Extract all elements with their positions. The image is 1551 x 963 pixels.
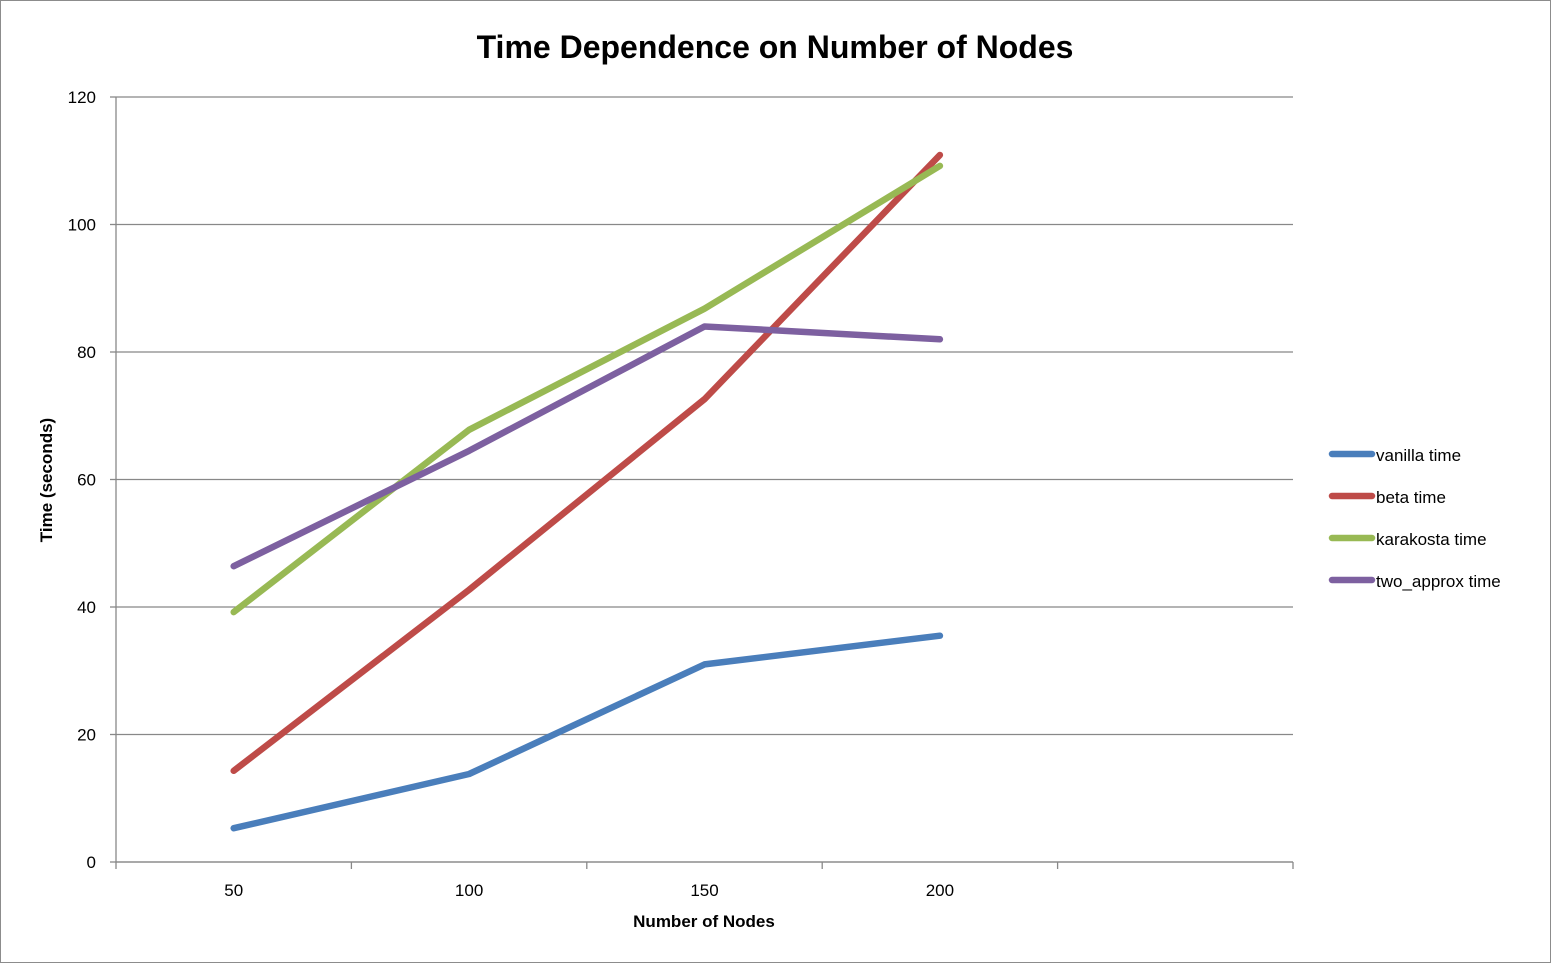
y-tick-label-20: 20 — [77, 726, 96, 745]
y-tick-label-40: 40 — [77, 598, 96, 617]
legend: vanilla time beta time karakosta time two_a… — [1328, 446, 1501, 591]
legend-label-karakosta-time: karakosta time — [1376, 530, 1487, 549]
x-axis-title: Number of Nodes — [633, 912, 775, 931]
x-tick-label-50: 50 — [224, 881, 243, 900]
series-line-karakosta-time — [230, 162, 944, 616]
axes: 0 20 40 60 80 100 120 50 100 150 200 — [68, 88, 1294, 900]
legend-label-two-approx-time: two_approx time — [1376, 572, 1501, 591]
chart-title: Time Dependence on Number of Nodes — [477, 29, 1074, 65]
gridlines — [116, 96, 1293, 863]
legend-label-beta-time: beta time — [1376, 488, 1446, 507]
series-lines — [230, 151, 944, 832]
series-line-two-approx-time — [230, 323, 944, 570]
x-tick-label-100: 100 — [455, 881, 483, 900]
series-line-beta-time — [230, 151, 944, 775]
x-tick-label-150: 150 — [690, 881, 718, 900]
y-tick-label-120: 120 — [68, 88, 96, 107]
y-tick-label-100: 100 — [68, 216, 96, 235]
y-tick-label-60: 60 — [77, 471, 96, 490]
series-line-vanilla-time — [230, 632, 944, 832]
legend-label-vanilla-time: vanilla time — [1376, 446, 1461, 465]
x-tick-label-200: 200 — [926, 881, 954, 900]
y-tick-label-0: 0 — [87, 853, 96, 872]
y-axis-title: Time (seconds) — [37, 418, 56, 542]
y-tick-label-80: 80 — [77, 343, 96, 362]
